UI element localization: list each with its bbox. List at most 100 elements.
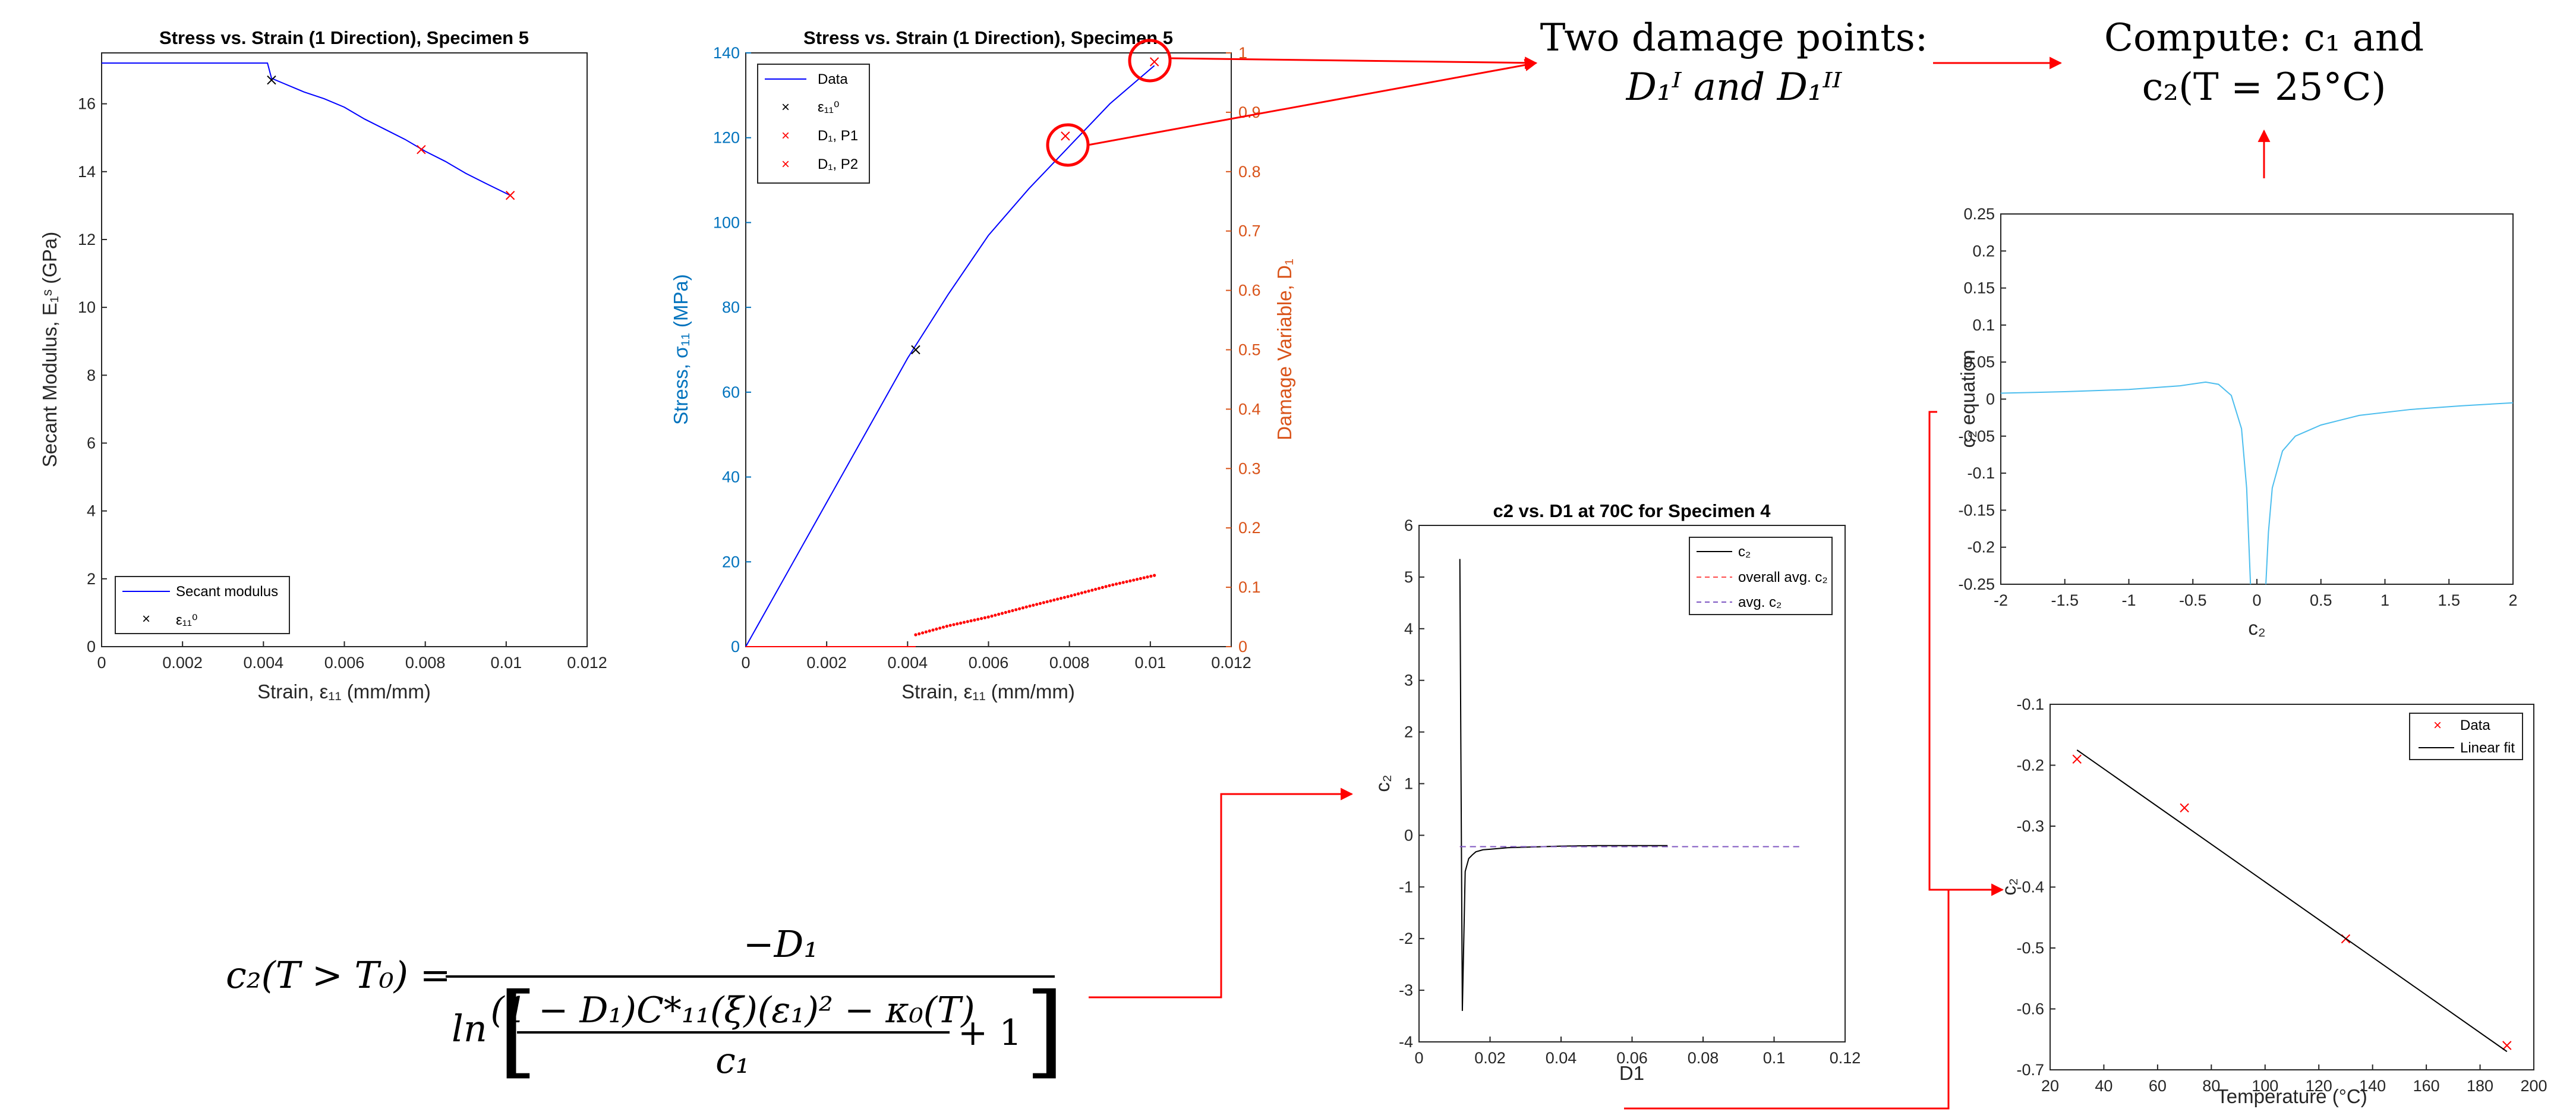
stress-series-4-point bbox=[1049, 599, 1052, 603]
c2d1-ytick-label: 5 bbox=[1404, 568, 1413, 586]
linfit-plot-area bbox=[2050, 704, 2534, 1070]
c2eq-xtick-label: 0.5 bbox=[2310, 591, 2332, 609]
stress-series-4-point bbox=[1011, 609, 1014, 612]
stress-ytick-right-label: 1 bbox=[1238, 44, 1247, 62]
c2d1-ytick-label: -2 bbox=[1399, 930, 1413, 947]
stress-series-4-point bbox=[1149, 574, 1153, 578]
linfit-xtick-label: 60 bbox=[2149, 1077, 2167, 1095]
stress-series-4-point bbox=[1035, 603, 1039, 606]
c2d1-xtick-label: 0 bbox=[1414, 1049, 1423, 1067]
c2eq-xtick-label: -2 bbox=[1994, 591, 2008, 609]
c2d1-series-0-line bbox=[1459, 559, 1668, 1011]
stress-series-4-point bbox=[1070, 594, 1073, 597]
c2-equation: c₂(T > T₀) = −D₁ ln [ (1 − D₁)C*₁₁(ξ)(ε₁… bbox=[226, 922, 1064, 1089]
c2d1-chart: c2 vs. D1 at 70C for Specimen 4 0 0.02 0.0… bbox=[1371, 500, 1861, 1084]
secant-ytick-label: 16 bbox=[78, 95, 96, 113]
c2d1-xtick-label: 0.04 bbox=[1546, 1049, 1577, 1067]
c2eq-ytick-label: 0.25 bbox=[1963, 205, 1995, 223]
linfit-ytick-label: -0.2 bbox=[2016, 757, 2044, 774]
stress-series-4-point bbox=[1062, 596, 1066, 599]
annotation-notes: Two damage points: D₁ᴵ and D₁ᴵᴵ Compute:… bbox=[1540, 16, 2424, 109]
secant-series-2-marker bbox=[505, 191, 515, 200]
linfit-series-0-marker bbox=[2072, 754, 2082, 764]
linfit-series-1-line bbox=[2076, 749, 2508, 1053]
c2eq-xtick-label: -1 bbox=[2121, 591, 2136, 609]
secant-series-0-line bbox=[102, 62, 511, 196]
equation-right-bracket: ] bbox=[1025, 972, 1064, 1089]
c2eq-ytick-label: -0.15 bbox=[1958, 501, 1995, 519]
linfit-ticks: 20 40 60 80 100 120 140 160 180 200 -0.7 -0.6 -0.5 -0… bbox=[2016, 695, 2547, 1095]
stress-legend-label-2: D₁, P1 bbox=[818, 128, 858, 144]
stress-series-4-point bbox=[917, 632, 921, 636]
stress-series-4-point bbox=[1004, 610, 1007, 615]
c2d1-ytick-label: 0 bbox=[1404, 826, 1413, 844]
secant-xtick-label: 0 bbox=[97, 654, 106, 672]
stress-ytick-right-label: 0.4 bbox=[1238, 400, 1261, 418]
c2eq-xtick-label: 0 bbox=[2252, 591, 2261, 609]
stress-series-4-point bbox=[956, 622, 959, 626]
stress-ytick-label: 40 bbox=[722, 468, 740, 486]
secant-legend-x-icon: × bbox=[142, 611, 150, 627]
stress-series-4-point bbox=[969, 619, 973, 623]
stress-ytick-label: 0 bbox=[731, 638, 740, 656]
arrow-p2-to-notes bbox=[1169, 56, 1538, 70]
secant-legend-label-0: Secant modulus bbox=[176, 584, 278, 600]
stress-series-4-point bbox=[1101, 585, 1104, 589]
c2eq-ytick-label: -0.1 bbox=[1967, 464, 1995, 482]
stress-ylabel-right: Damage Variable, D₁ bbox=[1273, 259, 1295, 440]
secant-ticks: 0 0.002 0.004 0.006 0.008 0.01 0.012 0 2 4 6 8 10 12 1… bbox=[78, 95, 607, 672]
stress-series-4-point bbox=[1024, 605, 1028, 609]
stress-xtick-label: 0.012 bbox=[1211, 654, 1251, 672]
c2eq-ytick-label: 0.1 bbox=[1972, 316, 1995, 334]
linfit-xtick-label: 80 bbox=[2202, 1077, 2220, 1095]
c2d1-ytick-label: -1 bbox=[1399, 878, 1413, 896]
arrow-p1-to-notes bbox=[1087, 59, 1538, 146]
linfit-ytick-label: -0.1 bbox=[2016, 695, 2044, 713]
stress-series-4-point bbox=[914, 633, 917, 637]
stress-series-4-point bbox=[941, 625, 945, 629]
equation-left-bracket: [ bbox=[498, 972, 537, 1089]
linfit-xtick-label: 140 bbox=[2359, 1077, 2386, 1095]
linfit-legend-label-0: Data bbox=[2460, 717, 2490, 733]
c2eq-xtick-label: -0.5 bbox=[2179, 591, 2207, 609]
c2eq-xtick-label: 1 bbox=[2380, 591, 2389, 609]
stress-ytick-right-label: 0 bbox=[1238, 638, 1247, 656]
c2d1-title: c2 vs. D1 at 70C for Specimen 4 bbox=[1493, 500, 1771, 521]
equation-denominator-bottom: c₁ bbox=[715, 1040, 750, 1082]
c2eq-plot-area bbox=[2000, 213, 2514, 585]
c2eq-xtick-label: 1.5 bbox=[2438, 591, 2460, 609]
stress-series-4-point bbox=[976, 618, 980, 621]
stress-series-4-point bbox=[1021, 606, 1025, 610]
linfit-series-0-marker bbox=[2180, 803, 2189, 812]
stress-legend-label-3: D₁, P2 bbox=[818, 156, 858, 172]
c2eq-series-0-line bbox=[2000, 381, 2252, 585]
c2eq-ytick-label: -0.25 bbox=[1958, 575, 1995, 593]
stress-series-4-point bbox=[1090, 588, 1094, 592]
stress-series-4-point bbox=[1139, 577, 1142, 581]
c2d1-ytick-label: 1 bbox=[1404, 775, 1413, 793]
secant-ytick-label: 6 bbox=[87, 434, 96, 452]
stress-series-4-point bbox=[920, 631, 925, 635]
stress-legend-x-icon-1: × bbox=[781, 99, 790, 115]
linfit-ytick-label: -0.4 bbox=[2016, 878, 2044, 896]
secant-plot-area bbox=[101, 52, 588, 647]
c2eq-ytick-label: 0 bbox=[1986, 390, 1995, 408]
stress-series-1-marker bbox=[911, 345, 920, 355]
c2d1-legend: c₂ overall avg. c₂ avg. c₂ bbox=[1689, 537, 1833, 615]
linfit-xtick-label: 100 bbox=[2252, 1077, 2278, 1095]
stress-ytick-label: 120 bbox=[713, 129, 740, 147]
stress-xtick-label: 0.01 bbox=[1135, 654, 1166, 672]
stress-series-4-point bbox=[1135, 578, 1139, 581]
stress-series-4-point bbox=[990, 614, 994, 618]
stress-series-4-point bbox=[1118, 581, 1122, 585]
stress-series-4-point bbox=[1083, 590, 1087, 594]
stress-ytick-right-label: 0.2 bbox=[1238, 519, 1261, 537]
c2d1-ylabel: c₂ bbox=[1371, 774, 1393, 792]
c2d1-ytick-label: -3 bbox=[1399, 981, 1413, 999]
stress-series-4-point bbox=[1052, 598, 1056, 602]
stress-ytick-label: 140 bbox=[713, 44, 740, 62]
c2eq-ytick-label: 0.2 bbox=[1972, 242, 1995, 260]
linfit-chart: 20 40 60 80 100 120 140 160 180 200 -0.7 -0.6 -0.5 -0… bbox=[1998, 695, 2547, 1107]
stress-ytick-right-label: 0.7 bbox=[1238, 222, 1261, 240]
